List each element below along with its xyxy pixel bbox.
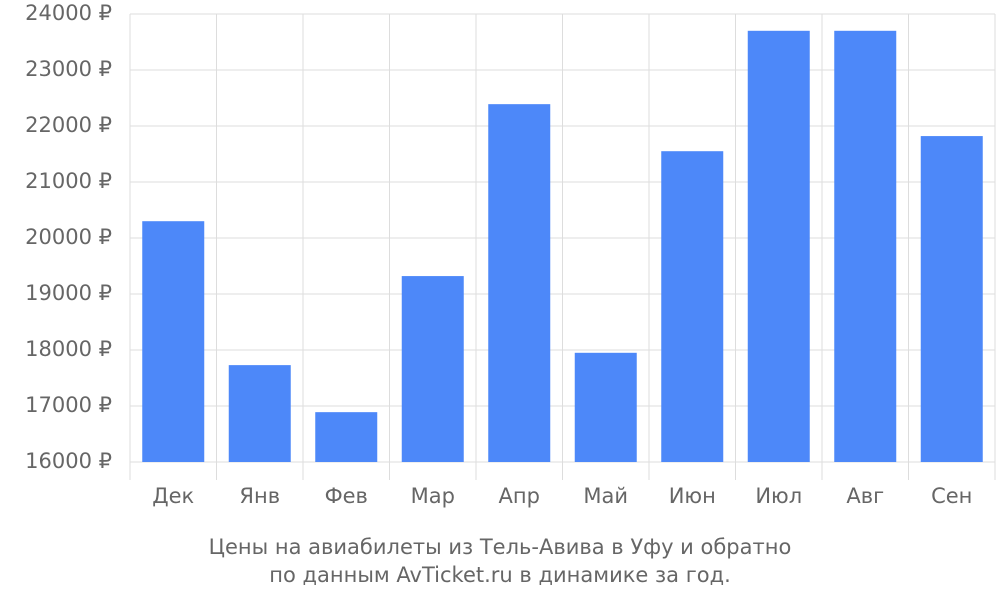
- x-tick-label: Янв: [239, 484, 280, 508]
- x-tick-label: Дек: [152, 484, 194, 508]
- y-tick-label: 22000 ₽: [25, 113, 112, 137]
- y-tick-label: 16000 ₽: [25, 449, 112, 473]
- x-tick-label: Мар: [411, 484, 455, 508]
- bar: [834, 30, 897, 463]
- y-tick-label: 21000 ₽: [25, 169, 112, 193]
- bar: [142, 221, 205, 462]
- bar: [228, 365, 291, 462]
- bar: [574, 352, 637, 462]
- x-tick-label: Май: [583, 484, 628, 508]
- bar: [488, 104, 551, 462]
- bar: [401, 276, 464, 462]
- y-tick-label: 23000 ₽: [25, 57, 112, 81]
- x-tick-label: Июл: [755, 484, 802, 508]
- chart-title: по данным AvTicket.ru в динамике за год.: [269, 563, 731, 587]
- x-tick-label: Авг: [846, 484, 884, 508]
- x-tick-label: Июн: [669, 484, 716, 508]
- chart-title: Цены на авиабилеты из Тель-Авива в Уфу и…: [209, 535, 792, 559]
- x-tick-label: Апр: [499, 484, 540, 508]
- bar: [315, 412, 378, 462]
- y-tick-label: 17000 ₽: [25, 393, 112, 417]
- bar: [920, 136, 983, 462]
- bar: [747, 30, 810, 463]
- x-tick-label: Сен: [931, 484, 972, 508]
- y-tick-label: 19000 ₽: [25, 281, 112, 305]
- y-tick-label: 24000 ₽: [25, 1, 112, 25]
- bar: [661, 151, 724, 462]
- y-tick-label: 20000 ₽: [25, 225, 112, 249]
- x-tick-label: Фев: [325, 484, 368, 508]
- y-tick-label: 18000 ₽: [25, 337, 112, 361]
